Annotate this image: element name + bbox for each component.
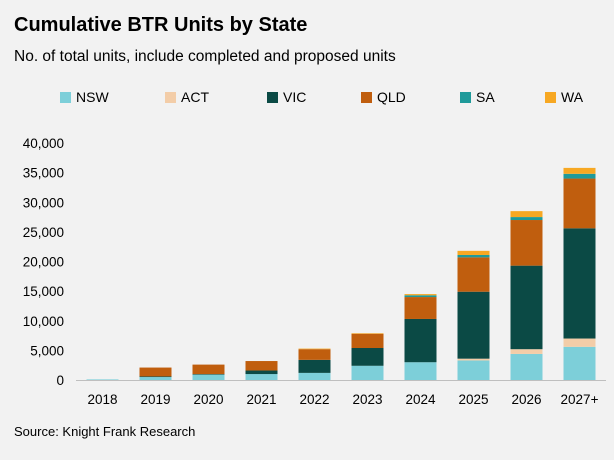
bar-segment-qld-2020 bbox=[192, 364, 225, 375]
bar-segment-qld-2019 bbox=[139, 367, 172, 377]
x-tick-label: 2019 bbox=[140, 392, 170, 407]
legend-item-act: ACT bbox=[165, 89, 209, 105]
bar-segment-vic-2022 bbox=[298, 359, 331, 373]
bar-segment-vic-2023 bbox=[351, 348, 384, 366]
bar-segment-sa-2026 bbox=[510, 217, 543, 221]
bar-segment-sa-2027plus bbox=[563, 173, 596, 179]
bar-segment-vic-2024 bbox=[404, 318, 437, 363]
bar-segment-sa-2024 bbox=[404, 295, 437, 298]
bar-segment-qld-2025 bbox=[457, 257, 490, 292]
legend-item-nsw: NSW bbox=[60, 89, 109, 105]
legend-swatch bbox=[267, 91, 278, 103]
x-tick-label: 2021 bbox=[246, 392, 276, 407]
legend-item-wa: WA bbox=[545, 89, 583, 105]
bar-segment-vic-2027plus bbox=[563, 228, 596, 339]
legend-item-vic: VIC bbox=[267, 89, 306, 105]
bar-segment-vic-2021 bbox=[245, 370, 278, 375]
bar-segment-vic-2026 bbox=[510, 265, 543, 350]
bar-segment-nsw-2021 bbox=[245, 374, 278, 380]
bar-segment-vic-2020 bbox=[192, 374, 225, 375]
bar-segment-qld-2026 bbox=[510, 220, 543, 266]
bar-segment-wa-2022 bbox=[298, 348, 331, 350]
legend-swatch bbox=[165, 91, 176, 103]
bar-segment-act-2025 bbox=[457, 358, 490, 361]
bar-segment-vic-2025 bbox=[457, 291, 490, 359]
legend-label: NSW bbox=[76, 89, 109, 105]
bar-segment-qld-2024 bbox=[404, 297, 437, 319]
bar-segment-nsw-2027plus bbox=[563, 346, 596, 380]
legend-label: VIC bbox=[283, 89, 307, 105]
chart-source: Source: Knight Frank Research bbox=[14, 424, 196, 439]
chart-legend: NSW ACT VIC QLD SA WA bbox=[60, 89, 610, 109]
bar-segment-nsw-2020 bbox=[192, 374, 225, 380]
legend-label: SA bbox=[476, 89, 495, 105]
y-tick-label: 40,000 bbox=[23, 136, 64, 151]
legend-swatch bbox=[60, 91, 71, 103]
bar-segment-act-2027plus bbox=[563, 338, 596, 347]
x-tick-label: 2023 bbox=[352, 392, 382, 407]
bar-segment-qld-2027plus bbox=[563, 178, 596, 229]
bar-segment-nsw-2018 bbox=[86, 379, 119, 380]
legend-label: WA bbox=[561, 89, 584, 105]
bar-segment-sa-2025 bbox=[457, 254, 490, 258]
bar-segment-act-2026 bbox=[510, 349, 543, 354]
y-tick-label: 15,000 bbox=[23, 284, 64, 299]
y-tick-label: 35,000 bbox=[23, 166, 64, 181]
bar-segment-qld-2023 bbox=[351, 333, 384, 349]
y-tick-label: 0 bbox=[56, 373, 64, 388]
x-tick-label: 2018 bbox=[87, 392, 117, 407]
x-tick-label: 2022 bbox=[299, 392, 329, 407]
y-tick-label: 20,000 bbox=[23, 255, 64, 270]
chart-title: Cumulative BTR Units by State bbox=[14, 14, 308, 36]
bar-segment-nsw-2026 bbox=[510, 353, 543, 380]
legend-item-qld: QLD bbox=[361, 89, 406, 105]
bar-segment-qld-2021 bbox=[245, 361, 278, 371]
legend-label: QLD bbox=[377, 89, 406, 105]
y-tick-label: 30,000 bbox=[23, 195, 64, 210]
x-tick-label: 2026 bbox=[511, 392, 541, 407]
legend-swatch bbox=[460, 91, 471, 103]
bar-segment-wa-2027plus bbox=[563, 167, 596, 174]
chart-subtitle: No. of total units, include completed an… bbox=[14, 48, 396, 65]
x-tick-label: 2024 bbox=[405, 392, 436, 407]
y-tick-label: 5,000 bbox=[30, 343, 64, 358]
bar-segment-wa-2023 bbox=[351, 333, 384, 334]
bar-segment-nsw-2022 bbox=[298, 372, 331, 380]
x-tick-label: 2025 bbox=[458, 392, 488, 407]
bar-segment-nsw-2023 bbox=[351, 365, 384, 380]
bar-segment-nsw-2019 bbox=[139, 377, 172, 380]
legend-swatch bbox=[545, 91, 556, 103]
bar-segment-wa-2024 bbox=[404, 294, 437, 296]
y-tick-label: 10,000 bbox=[23, 314, 64, 329]
bar-segment-qld-2022 bbox=[298, 349, 331, 360]
bar-segment-wa-2025 bbox=[457, 250, 490, 255]
bar-segment-nsw-2025 bbox=[457, 360, 490, 380]
x-tick-label: 2020 bbox=[193, 392, 223, 407]
bar-segment-nsw-2024 bbox=[404, 362, 437, 380]
bar-segment-vic-2019 bbox=[139, 376, 172, 378]
legend-label: ACT bbox=[181, 89, 209, 105]
y-tick-label: 25,000 bbox=[23, 225, 64, 240]
legend-item-sa: SA bbox=[460, 89, 495, 105]
legend-swatch bbox=[361, 91, 372, 103]
bar-segment-wa-2026 bbox=[510, 211, 543, 218]
x-tick-label: 2027+ bbox=[561, 392, 599, 407]
